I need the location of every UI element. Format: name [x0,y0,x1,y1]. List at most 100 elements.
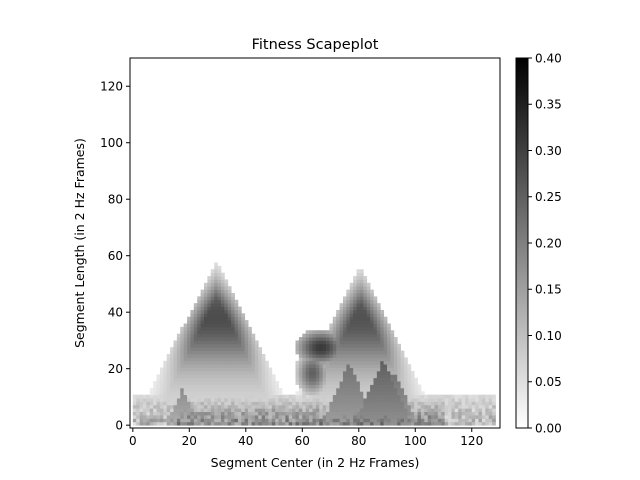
heatmap-cell [268,377,273,382]
heatmap-cell [217,354,222,358]
heatmap-cell [156,384,161,389]
heatmap-cell [227,387,232,392]
heatmap-cell [326,411,330,416]
heatmap-cell [217,357,222,362]
heatmap-cell [258,421,263,426]
heatmap-cell [356,313,361,318]
heatmap-cell [339,326,344,331]
heatmap-cell [190,408,195,413]
heatmap-cell [295,364,300,368]
heatmap-cell [434,411,439,416]
heatmap-cell [265,374,269,379]
heatmap-cell [237,323,242,328]
heatmap-cell [400,387,405,392]
heatmap-cell [346,323,351,328]
heatmap-cell [288,398,293,402]
heatmap-cell [380,404,385,409]
heatmap-cell [210,411,215,416]
heatmap-cell [166,364,171,368]
heatmap-cell [332,340,337,345]
heatmap-cell [254,418,259,423]
heatmap-cell [190,384,195,389]
heatmap-cell [136,415,140,419]
heatmap-cell [356,357,361,362]
heatmap-cell [370,313,374,318]
heatmap-cell [176,394,181,399]
heatmap-cell [322,415,327,419]
heatmap-cell [336,337,340,341]
heatmap-cell [397,357,401,362]
heatmap-cell [210,306,215,311]
heatmap-cell [353,340,357,345]
heatmap-cell [210,350,215,355]
heatmap-cell [315,360,320,365]
heatmap-cell [431,408,435,413]
heatmap-cell [485,398,490,402]
heatmap-cell [224,357,229,362]
heatmap-cell [366,303,371,307]
heatmap-cell [346,354,351,358]
heatmap-cell [397,374,401,379]
heatmap-cell [234,306,239,311]
heatmap-cell [312,387,317,392]
heatmap-cell [173,404,178,409]
heatmap-cell [353,387,357,392]
heatmap-cell [464,415,469,419]
heatmap-cell [387,367,391,372]
heatmap-cell [390,404,395,409]
heatmap-cell [454,398,459,402]
heatmap-cell [305,401,310,406]
heatmap-cell [183,364,188,368]
heatmap-cell [380,408,385,413]
heatmap-cell [366,313,371,318]
heatmap-cell [454,421,459,426]
heatmap-cell [200,337,205,341]
heatmap-cell [170,381,174,385]
heatmap-cell [200,289,205,294]
heatmap-cell [376,354,381,358]
heatmap-cell [431,401,435,406]
heatmap-cell [336,398,340,402]
heatmap-cell [353,330,357,335]
heatmap-cell [387,326,391,331]
heatmap-cell [187,360,191,365]
heatmap-cell [407,404,412,409]
heatmap-cell [373,377,378,382]
heatmap-cell [410,401,415,406]
heatmap-cell [258,364,263,368]
heatmap-cell [180,394,185,399]
heatmap-cell [173,418,178,423]
heatmap-cell [149,401,154,406]
heatmap-cell [302,343,307,348]
heatmap-cell [403,411,408,416]
heatmap-cell [200,350,205,355]
heatmap-cell [190,333,195,338]
heatmap-cell [329,384,334,389]
heatmap-cell [173,347,178,352]
heatmap-cell [353,398,357,402]
heatmap-cell [468,411,473,416]
heatmap-cell [356,384,361,389]
heatmap-cell [329,333,334,338]
heatmap-cell [376,326,381,331]
heatmap-cell [407,401,412,406]
heatmap-cell [227,394,232,399]
heatmap-cell [214,377,218,382]
heatmap-cell [170,408,174,413]
heatmap-cell [319,377,324,382]
heatmap-cell [251,387,256,392]
heatmap-cell [356,276,361,280]
heatmap-cell [359,370,364,375]
heatmap-cell [197,357,202,362]
heatmap-cell [207,421,212,426]
heatmap-cell [187,320,191,324]
heatmap-cell [231,381,235,385]
heatmap-cell [370,354,374,358]
heatmap-cell [204,387,208,392]
heatmap-cell [356,316,361,321]
heatmap-cell [254,364,259,368]
heatmap-cell [359,316,364,321]
heatmap-cell [376,309,381,314]
heatmap-cell [193,326,198,331]
heatmap-cell [349,340,354,345]
